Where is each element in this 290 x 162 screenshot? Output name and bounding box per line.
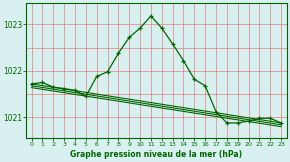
X-axis label: Graphe pression niveau de la mer (hPa): Graphe pression niveau de la mer (hPa)	[70, 150, 242, 159]
